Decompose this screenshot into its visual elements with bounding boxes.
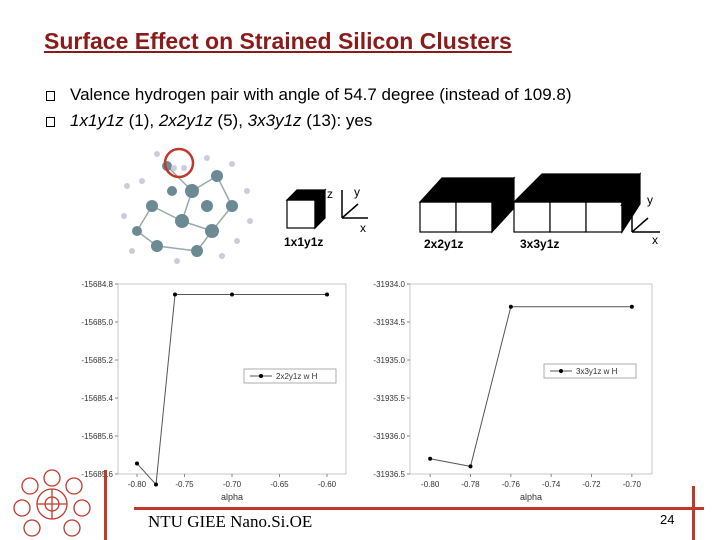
- y-tick-label: -31934.0: [373, 280, 405, 289]
- y-tick-label: -31935.0: [373, 356, 405, 365]
- bullet-term-2: 2x2y1z: [158, 111, 213, 130]
- data-point: [135, 461, 139, 466]
- bullet-item: 1x1y1z (1), 2x2y1z (5), 3x3y1z (13): yes: [44, 108, 572, 134]
- data-point: [468, 464, 473, 469]
- x-tick-label: -0.74: [542, 480, 561, 489]
- footer-left-divider: [104, 470, 107, 540]
- axis-x-label: x: [652, 233, 658, 247]
- y-tick-label: -15685.0: [81, 318, 113, 327]
- x-tick-label: -0.75: [175, 480, 194, 489]
- x-tick-label: -0.70: [223, 480, 242, 489]
- footer-right-divider: [692, 486, 695, 540]
- slide-title: Surface Effect on Strained Silicon Clust…: [44, 28, 512, 54]
- legend-marker: [259, 374, 263, 378]
- data-point: [230, 292, 234, 297]
- y-tick-label: -31936.5: [373, 470, 405, 479]
- bullet-text-1: (1),: [123, 111, 159, 130]
- axis-y-label: y: [647, 193, 653, 207]
- data-point: [173, 292, 177, 297]
- legend-box: [543, 363, 637, 379]
- axis-y-label: y: [354, 185, 360, 199]
- bullet-text-2: (5),: [212, 111, 248, 130]
- axis-x-label: x: [360, 221, 366, 235]
- bullet-text: Valence hydrogen pair with angle of 54.7…: [70, 85, 572, 104]
- bullet-term-1: 1x1y1z: [70, 111, 124, 130]
- y-tick-label: -15685.4: [81, 394, 113, 403]
- data-point: [154, 482, 158, 487]
- highlight-circle: [163, 147, 195, 179]
- axis-z-label: z: [620, 195, 626, 209]
- bullet-item: Valence hydrogen pair with angle of 54.7…: [44, 82, 572, 108]
- bullet-term-3: 3x3y1z: [247, 111, 302, 130]
- series-line: [136, 294, 327, 486]
- y-tick-label: -31936.0: [373, 432, 405, 441]
- x-tick-label: -0.80: [128, 480, 147, 489]
- legend-label: 2x2y1z w H: [276, 372, 318, 381]
- page-number: 24: [660, 512, 675, 527]
- cube-label-3: 3x3y1z: [520, 237, 559, 251]
- bullet-text-3: (13): yes: [301, 111, 373, 130]
- data-point: [325, 292, 329, 297]
- x-tick-label: -0.65: [270, 480, 289, 489]
- energy-chart-3x3y1z: -31934.0 -31934.5 -31935.0 -31935.5 -31936.0…: [373, 280, 653, 502]
- plot-frame: [409, 283, 653, 475]
- y-tick-label: -15684.8: [81, 280, 113, 289]
- x-tick-label: -0.70: [623, 480, 642, 489]
- silicon-cluster-image: [121, 147, 253, 264]
- axis-z-label: z: [327, 187, 333, 201]
- series-line: [430, 306, 632, 467]
- x-axis-label: alpha: [221, 492, 243, 502]
- footer-institution: NTU GIEE Nano.Si.OE: [148, 512, 313, 531]
- data-point: [428, 456, 433, 461]
- x-tick-label: -0.76: [502, 480, 521, 489]
- y-tick-label: -31935.5: [373, 394, 405, 403]
- x-tick-label: -0.60: [318, 480, 337, 489]
- legend-marker: [559, 369, 563, 373]
- cube-label-2: 2x2y1z: [424, 237, 463, 251]
- bullet-box-icon: [46, 117, 55, 127]
- y-tick-label: -31934.5: [373, 318, 405, 327]
- x-tick-label: -0.78: [461, 480, 480, 489]
- bullet-list: Valence hydrogen pair with angle of 54.7…: [44, 82, 572, 134]
- cube-diagrams: z y x z y x 1x1y1z 2x2y1z 3x3y1z: [284, 171, 660, 251]
- x-axis-label: alpha: [520, 492, 542, 502]
- ntu-logo: [13, 469, 91, 537]
- legend-box: [243, 368, 337, 384]
- x-tick-label: -0.72: [582, 480, 601, 489]
- y-tick-label: -15685.2: [81, 356, 113, 365]
- data-point: [508, 304, 513, 309]
- footer-divider: [134, 507, 704, 510]
- y-tick-label: -15685.6: [81, 432, 113, 441]
- legend-label: 3x3y1z w H: [576, 367, 618, 376]
- x-tick-label: -0.80: [421, 480, 440, 489]
- energy-chart-2x2y1z: -15684.8 -15685.0 -15685.2 -15685.4 -15685.6…: [81, 280, 347, 502]
- data-point: [629, 304, 634, 309]
- bullet-box-icon: [46, 91, 55, 101]
- cube-label-1: 1x1y1z: [284, 235, 323, 249]
- y-tick-label: -15685.6: [81, 470, 113, 479]
